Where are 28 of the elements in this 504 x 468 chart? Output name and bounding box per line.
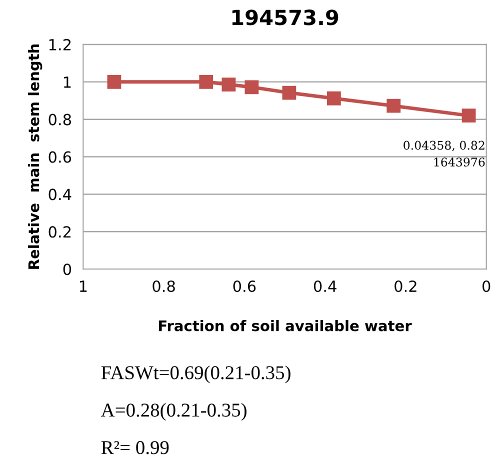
x-axis-title: Fraction of soil available water <box>159 320 412 332</box>
y-tick-label: 0.2 <box>48 226 71 238</box>
point <box>244 80 259 94</box>
x-tick-label: 0.2 <box>394 280 416 292</box>
chart-title: 194573.9 <box>232 10 338 26</box>
text: A=0.28(0.21-0.35) <box>100 403 246 421</box>
point <box>282 86 296 100</box>
y-axis-title: Relative main stem length <box>28 44 42 269</box>
y-tick-label: 0.8 <box>48 114 72 126</box>
y-tick-label: 1 <box>64 76 71 88</box>
x-tick-label: 0.4 <box>314 280 336 292</box>
point <box>386 98 401 113</box>
point <box>107 74 122 89</box>
x-tick-label: 0 <box>482 280 490 292</box>
point <box>327 91 341 106</box>
y-tick-label: 0.4 <box>48 188 72 200</box>
text: R²= 0.99 <box>101 441 169 454</box>
point <box>462 108 476 123</box>
x-tick-label: 0.6 <box>233 280 256 292</box>
point <box>199 74 214 89</box>
y-tick-label: 0 <box>63 264 72 276</box>
x-tick-label: 0.8 <box>152 280 175 292</box>
text: FASWt=0.69(0.21-0.35) <box>101 366 290 384</box>
y-tick-label: 0.6 <box>48 151 72 163</box>
point <box>222 78 236 92</box>
x-tick-label: 1 <box>80 280 87 292</box>
annotation: 0.04358, 0.82 1643976 <box>404 140 485 167</box>
y-tick-label: 1.2 <box>49 38 71 50</box>
